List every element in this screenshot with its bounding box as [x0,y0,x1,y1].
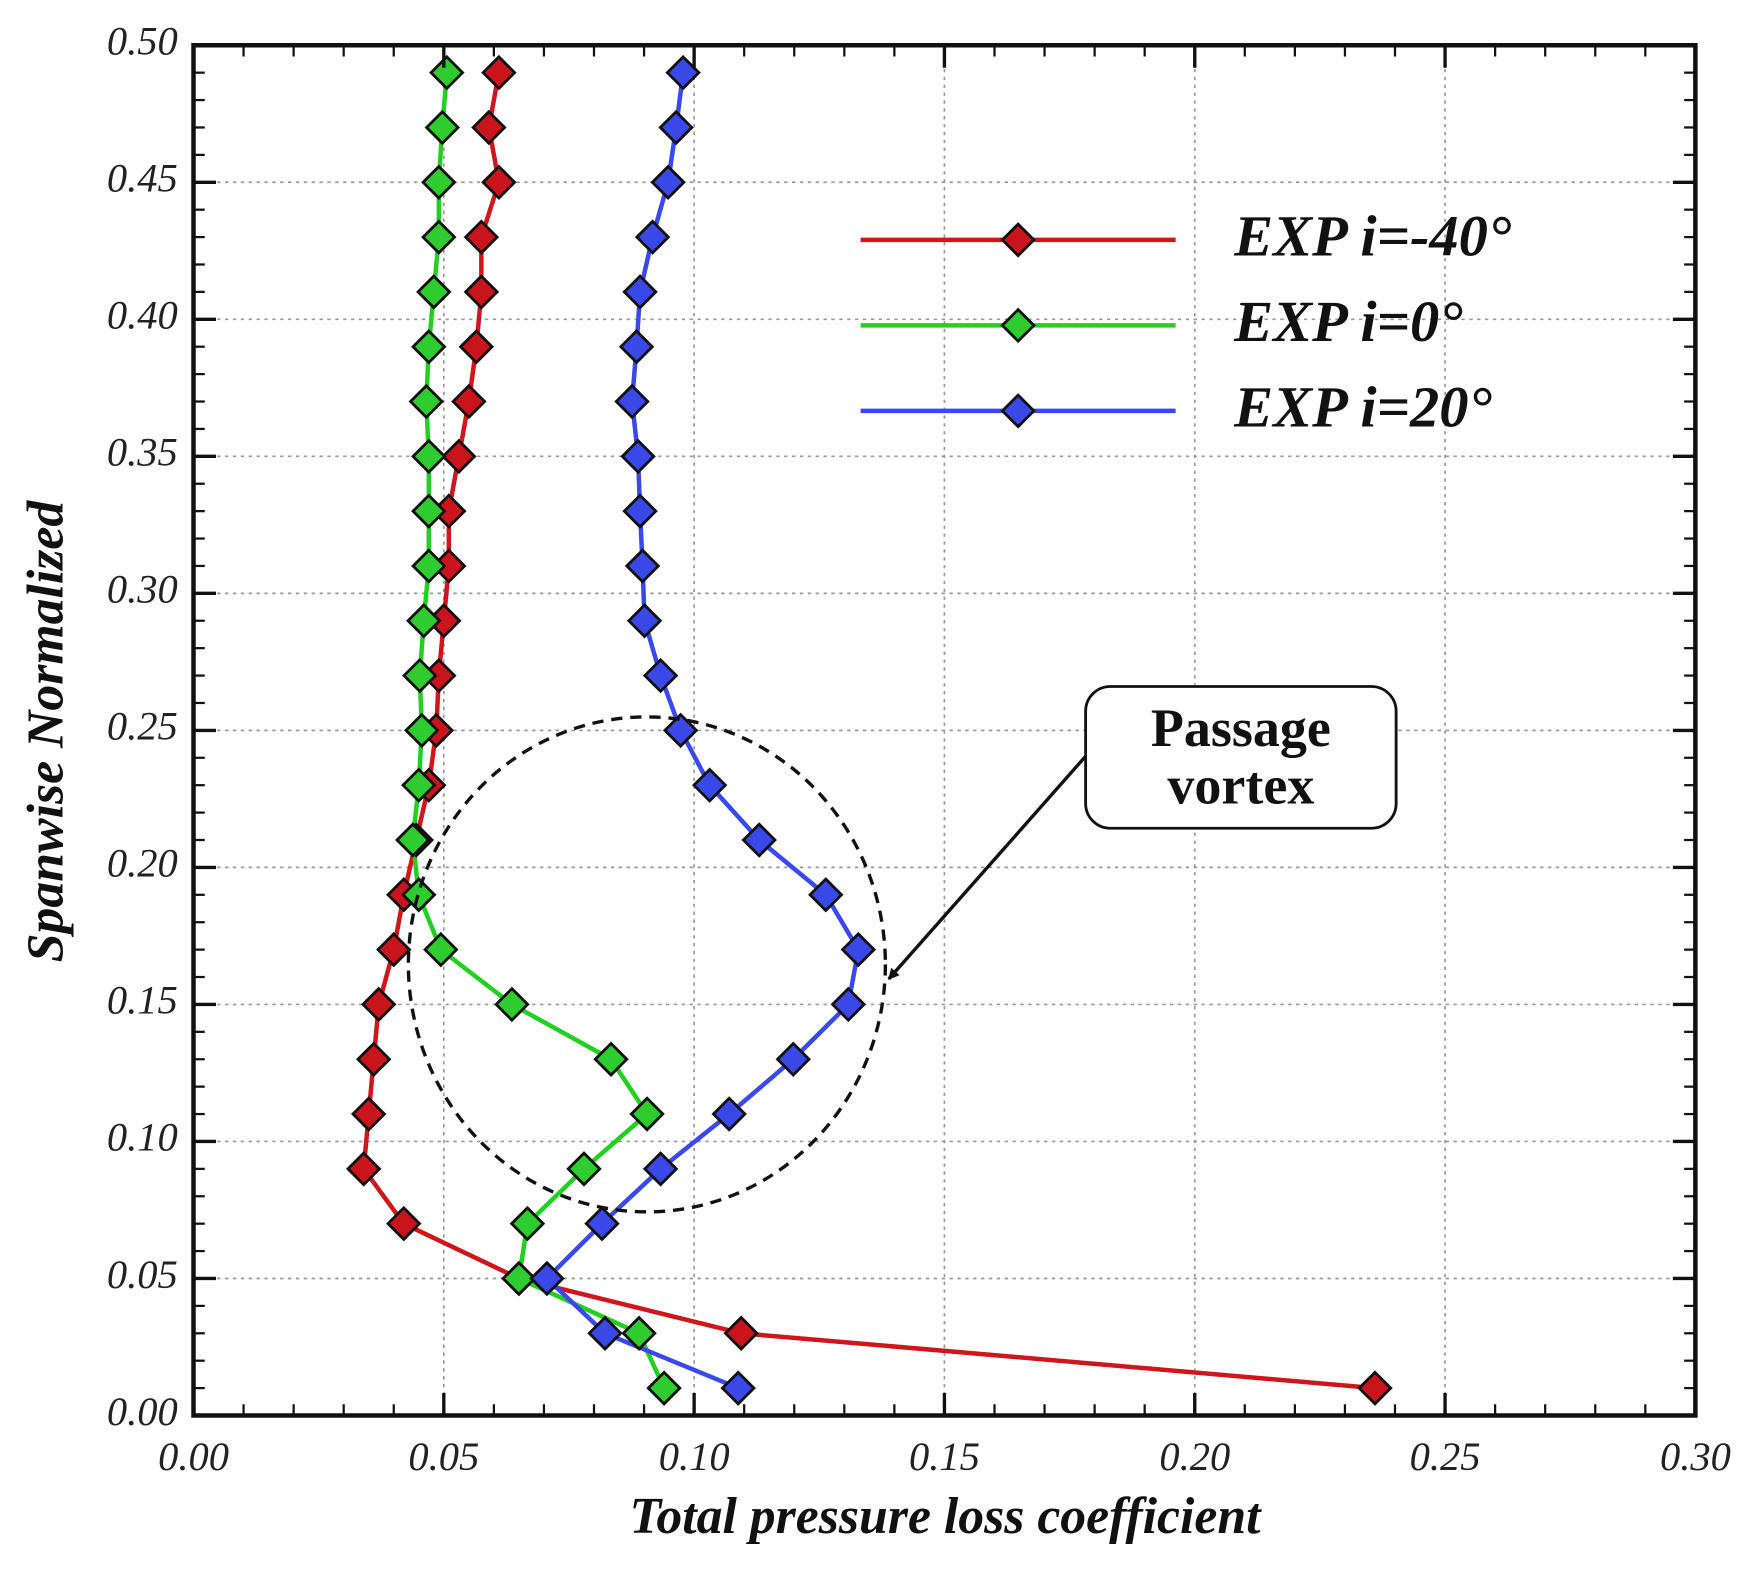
y-tick-label: 0.25 [107,704,178,749]
marker [622,493,658,529]
marker [584,1205,620,1242]
x-tick-label: 0.15 [909,1434,980,1479]
legend-marker [1000,393,1036,429]
y-tick-label: 0.45 [107,156,178,201]
marker [481,54,517,91]
marker [376,931,412,968]
marker [404,712,440,749]
legend-marker [1000,307,1036,344]
marker [711,1096,747,1132]
annotation-line: vortex [1167,756,1314,816]
marker [808,877,844,913]
marker [741,822,777,858]
marker [411,328,447,365]
legend-label: EXP i=20° [1233,375,1492,440]
marker [402,657,438,694]
x-tick-label: 0.25 [1410,1434,1481,1479]
marker [463,274,500,310]
marker [614,383,650,420]
marker [646,1370,682,1406]
marker [658,109,694,146]
marker [401,877,437,913]
marker [481,164,517,201]
marker [429,54,465,91]
marker [618,328,655,365]
marker [494,986,530,1023]
marker [720,1370,756,1406]
marker [529,1260,565,1297]
marker [501,1260,537,1297]
x-tick-label: 0.20 [1159,1434,1230,1479]
marker [830,986,867,1023]
marker [386,1205,422,1242]
marker [458,328,495,365]
legend-label: EXP i=0° [1233,289,1462,354]
plot [345,54,1393,1406]
marker [629,1096,665,1132]
marker [634,219,671,255]
y-axis-title: Spanwise Normalized [17,500,74,963]
x-tick-label: 0.00 [158,1434,229,1479]
marker [360,986,397,1023]
y-tick-label: 0.15 [107,978,178,1023]
marker [509,1205,546,1242]
legend-marker [1000,222,1036,258]
x-tick-label: 0.05 [408,1434,479,1479]
marker [723,1315,759,1352]
annotation-arrow [887,755,1087,981]
legend-label: EXP i=-40° [1233,204,1511,269]
marker [642,657,679,694]
marker [345,1151,382,1187]
y-tick-label: 0.30 [107,567,178,612]
series-line [543,72,861,1391]
marker [593,1041,629,1077]
marker [642,1151,679,1187]
marker [622,274,658,310]
x-axis-title: Total pressure loss coefficient [629,1488,1262,1545]
marker [423,931,459,968]
marker [395,822,431,858]
marker [401,767,437,803]
marker [411,548,447,584]
y-tick-label: 0.20 [107,841,178,886]
marker [626,603,663,639]
marker [621,1315,657,1352]
y-tick-label: 0.50 [107,19,178,64]
y-tick-label: 0.10 [107,1115,178,1160]
marker [441,438,477,475]
x-tick-label: 0.10 [659,1434,730,1479]
marker [451,383,487,420]
marker [350,1096,387,1132]
marker [463,219,500,255]
y-tick-label: 0.00 [107,1389,178,1434]
marker [406,603,442,639]
marker [411,438,447,475]
marker [411,493,447,529]
y-tick-label: 0.40 [107,293,178,338]
y-tick-label: 0.05 [107,1252,178,1297]
marker [355,1041,392,1077]
x-tick-label: 0.30 [1660,1434,1731,1479]
marker [1357,1370,1393,1406]
marker [566,1151,602,1187]
marker [421,219,457,255]
marker [620,438,656,475]
marker [691,767,728,803]
marker [471,109,507,146]
marker [416,274,452,310]
y-tick-label: 0.35 [107,430,178,475]
marker [424,109,461,146]
marker [421,164,457,201]
marker [662,712,699,749]
marker [624,548,661,584]
marker [587,1315,623,1352]
marker [775,1041,811,1077]
marker [650,164,686,201]
marker [408,383,445,420]
annotation-line: Passage [1151,698,1331,758]
highlight-circle [406,715,888,1214]
marker [840,931,877,968]
